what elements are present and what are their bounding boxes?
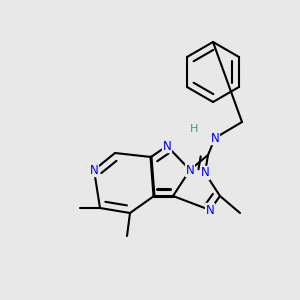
- Text: H: H: [190, 124, 198, 134]
- Text: N: N: [186, 164, 194, 176]
- Text: N: N: [201, 167, 209, 179]
- Text: N: N: [90, 164, 98, 176]
- Text: N: N: [206, 203, 214, 217]
- Text: N: N: [211, 131, 219, 145]
- Text: N: N: [163, 140, 171, 152]
